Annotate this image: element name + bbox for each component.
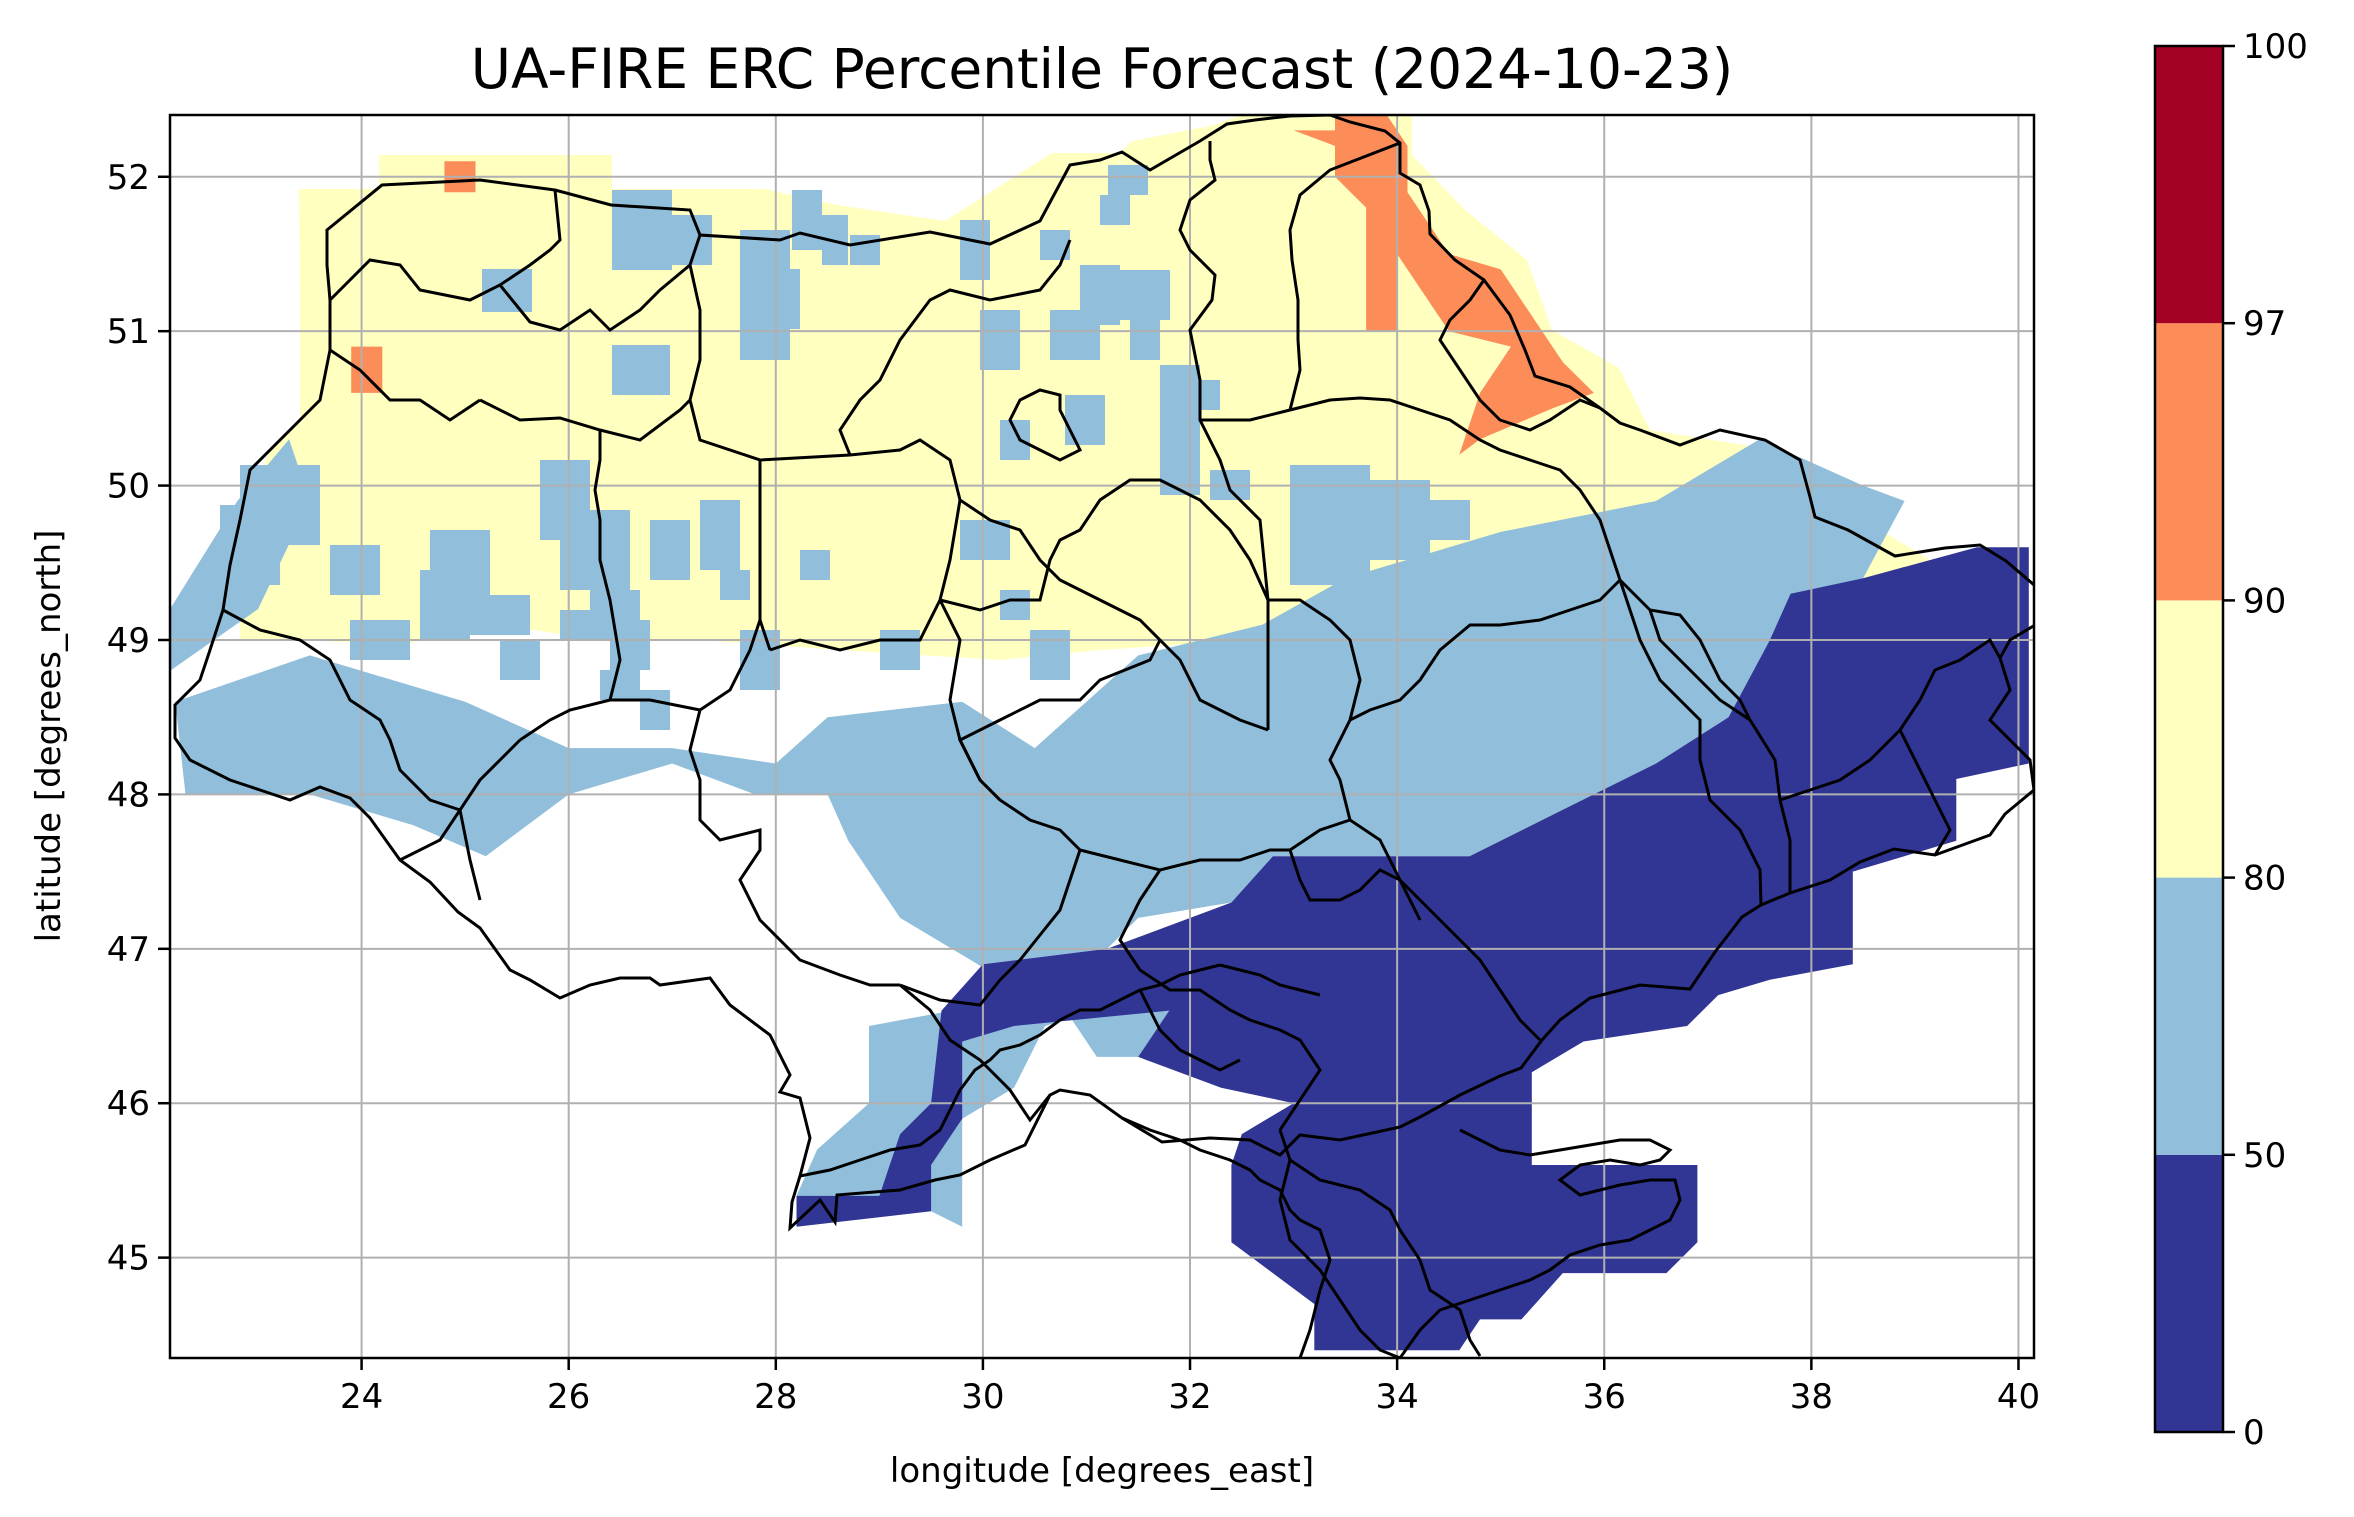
colorbar-tick-label-100: 100	[2243, 27, 2308, 67]
country-border	[173, 115, 2034, 1232]
y-tick-label-48: 48	[107, 775, 150, 815]
colorbar-tick-label-50: 50	[2243, 1136, 2286, 1176]
colorbar-segment-97-100	[2155, 46, 2223, 324]
colorbar-tick-label-97: 97	[2243, 304, 2286, 344]
crimea-coast	[1121, 1116, 1682, 1358]
x-tick-label-30: 30	[961, 1377, 1004, 1417]
colorbar-segment-50-80	[2155, 877, 2223, 1155]
x-tick-label-40: 40	[1997, 1377, 2040, 1417]
y-tick-label-46: 46	[107, 1084, 150, 1124]
colorbar-frame	[2153, 44, 2225, 1434]
x-tick-label-38: 38	[1790, 1377, 1833, 1417]
zone-50-80-1	[175, 439, 1905, 1227]
colorbar-segment-80-90	[2155, 600, 2223, 878]
y-tick-label-51: 51	[107, 312, 150, 352]
x-tick-label-28: 28	[754, 1377, 797, 1417]
colorbar-tick-label-0: 0	[2243, 1413, 2265, 1453]
internal-border-north-west	[328, 189, 1269, 732]
light-blue-cells-north	[430, 165, 1520, 690]
odesa-coast	[799, 963, 1321, 1178]
colorbar-tick-label-80: 80	[2243, 859, 2286, 899]
x-tick-label-36: 36	[1583, 1377, 1626, 1417]
plot-frame	[168, 113, 2036, 1360]
colorbar-tick-label-90: 90	[2243, 581, 2286, 621]
internal-border-east	[1178, 141, 1792, 893]
x-tick-label-34: 34	[1376, 1377, 1419, 1417]
zone-90-97-5	[351, 346, 383, 393]
x-axis-ticks: 24 26 28 30 32 34 36 38 40	[340, 1358, 2040, 1417]
colorbar-segment-0-50	[2155, 1154, 2223, 1432]
y-axis-ticks: 45 46 47 48 49 50 51 52	[107, 158, 170, 1279]
y-tick-label-45: 45	[107, 1239, 150, 1279]
y-tick-label-50: 50	[107, 467, 150, 507]
colorbar-segment-90-97	[2155, 323, 2223, 601]
colorbar: 0 50 80 90 97 100	[2153, 27, 2308, 1453]
chart-title-group: UA-FIRE ERC Percentile Forecast (2024-10…	[471, 37, 1734, 101]
y-tick-label-49: 49	[107, 621, 150, 661]
chart-title: UA-FIRE ERC Percentile Forecast (2024-10…	[471, 37, 1734, 101]
x-tick-label-32: 32	[1168, 1377, 1211, 1417]
internal-border-central-south	[769, 599, 1401, 1131]
kyiv-region-outline	[1008, 388, 1083, 462]
y-tick-label-47: 47	[107, 930, 150, 970]
y-axis-label: latitude [degrees_north]	[29, 530, 69, 943]
internal-border-southeast	[1278, 579, 2002, 1358]
zone-90-97-3	[1293, 115, 1594, 455]
internal-border-west	[222, 348, 900, 987]
admin-borders	[173, 115, 2034, 1358]
x-tick-label-24: 24	[340, 1377, 383, 1417]
x-axis-label: longitude [degrees_east]	[890, 1451, 1314, 1491]
y-tick-label-52: 52	[107, 158, 150, 198]
x-tick-label-26: 26	[547, 1377, 590, 1417]
